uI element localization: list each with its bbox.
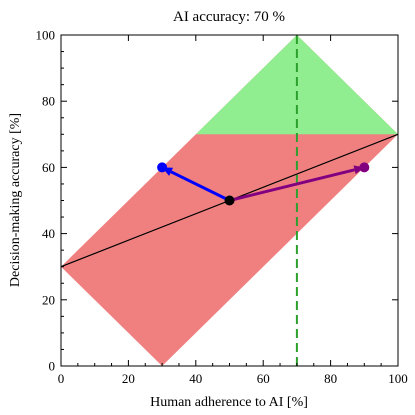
y-tick-label: 0: [49, 359, 56, 374]
x-tick-label: 100: [388, 371, 408, 386]
y-axis-label: Decision-making accuracy [%]: [8, 113, 23, 287]
y-tick-label: 100: [36, 28, 56, 43]
purple-arrow-shaft: [229, 168, 355, 202]
x-axis-label: Human adherence to AI [%]: [150, 395, 308, 410]
plot-frame: [60, 34, 399, 367]
y-tick-label: 20: [42, 292, 55, 307]
blue-point: [157, 162, 168, 173]
y-tick-label: 60: [42, 160, 55, 175]
x-tick-label: 80: [324, 371, 337, 386]
y-tick-label: 40: [42, 226, 55, 241]
x-tick-label: 20: [122, 371, 135, 386]
x-tick-label: 40: [189, 371, 202, 386]
axis-ticks: 0 20 40 60 80 100 0 20 40 60 80 100: [36, 28, 408, 387]
blue-arrow-shaft: [170, 170, 231, 202]
x-tick-label: 0: [58, 371, 65, 386]
origin-point: [224, 195, 235, 206]
chart-title: AI accuracy: 70 %: [173, 9, 285, 25]
y-tick-label: 80: [42, 94, 55, 109]
x-tick-label: 60: [257, 371, 270, 386]
purple-point: [359, 162, 370, 173]
plot-area: [60, 35, 399, 366]
